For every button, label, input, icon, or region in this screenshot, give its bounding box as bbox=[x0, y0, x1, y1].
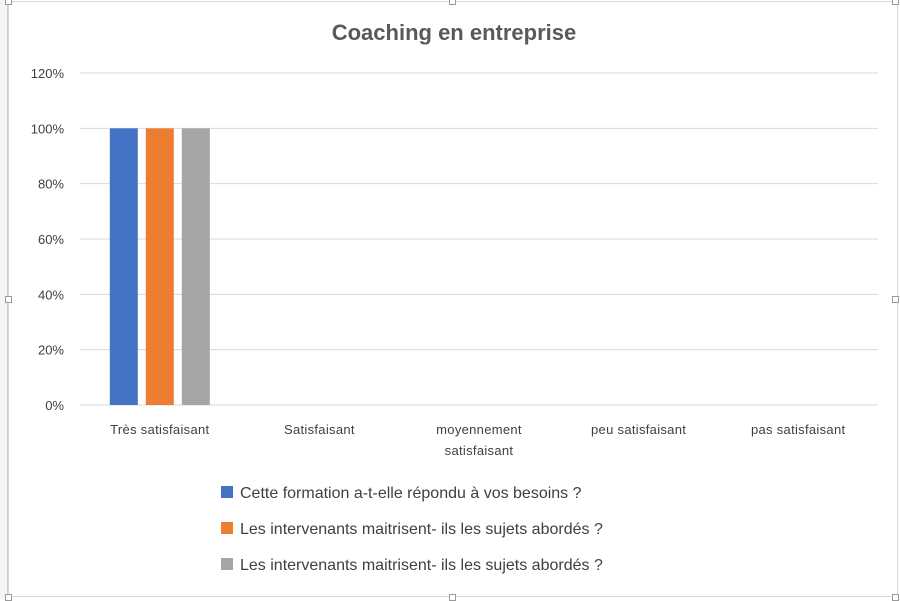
y-tick-label: 100% bbox=[31, 121, 65, 136]
legend-swatch-1 bbox=[221, 486, 233, 498]
y-axis-tick-labels: 0% 20% 40% 60% 80% 100% 120% bbox=[31, 66, 65, 413]
x-category-label: pas satisfaisant bbox=[751, 422, 845, 437]
x-category-label: Très satisfaisant bbox=[110, 422, 209, 437]
bar-series-2-0 bbox=[145, 128, 174, 406]
y-tick-label: 40% bbox=[38, 287, 64, 302]
resize-handle-middle-left[interactable] bbox=[5, 296, 12, 303]
y-tick-label: 80% bbox=[38, 177, 64, 192]
x-axis-category-labels: Très satisfaisant Satisfaisant moyennement… bbox=[110, 422, 845, 458]
x-category-label: satisfaisant bbox=[445, 443, 514, 458]
y-tick-label: 60% bbox=[38, 232, 64, 247]
resize-handle-top-left[interactable] bbox=[5, 0, 12, 5]
x-category-label: Satisfaisant bbox=[284, 422, 355, 437]
y-tick-label: 120% bbox=[31, 66, 65, 81]
legend-swatch-2 bbox=[221, 522, 233, 534]
legend-swatch-3 bbox=[221, 558, 233, 570]
x-category-label: moyennement bbox=[436, 422, 522, 437]
x-category-label: peu satisfaisant bbox=[591, 422, 686, 437]
legend: Cette formation a-t-elle répondu à vos b… bbox=[221, 485, 603, 574]
bar-series-3-0 bbox=[181, 128, 210, 406]
y-tick-label: 20% bbox=[38, 343, 64, 358]
y-tick-label: 0% bbox=[45, 398, 64, 413]
legend-label-1: Cette formation a-t-elle répondu à vos b… bbox=[240, 485, 582, 502]
resize-handle-top-center[interactable] bbox=[449, 0, 456, 5]
bar-series-1-0 bbox=[109, 128, 138, 406]
legend-label-2: Les intervenants maitrisent- ils les suj… bbox=[240, 521, 603, 538]
resize-handle-top-right[interactable] bbox=[892, 0, 899, 5]
bars bbox=[109, 128, 210, 406]
chart-title: Coaching en entreprise bbox=[332, 20, 577, 45]
gridlines bbox=[80, 72, 878, 406]
resize-handle-middle-right[interactable] bbox=[892, 296, 899, 303]
legend-label-3: Les intervenants maitrisent- ils les suj… bbox=[240, 557, 603, 574]
